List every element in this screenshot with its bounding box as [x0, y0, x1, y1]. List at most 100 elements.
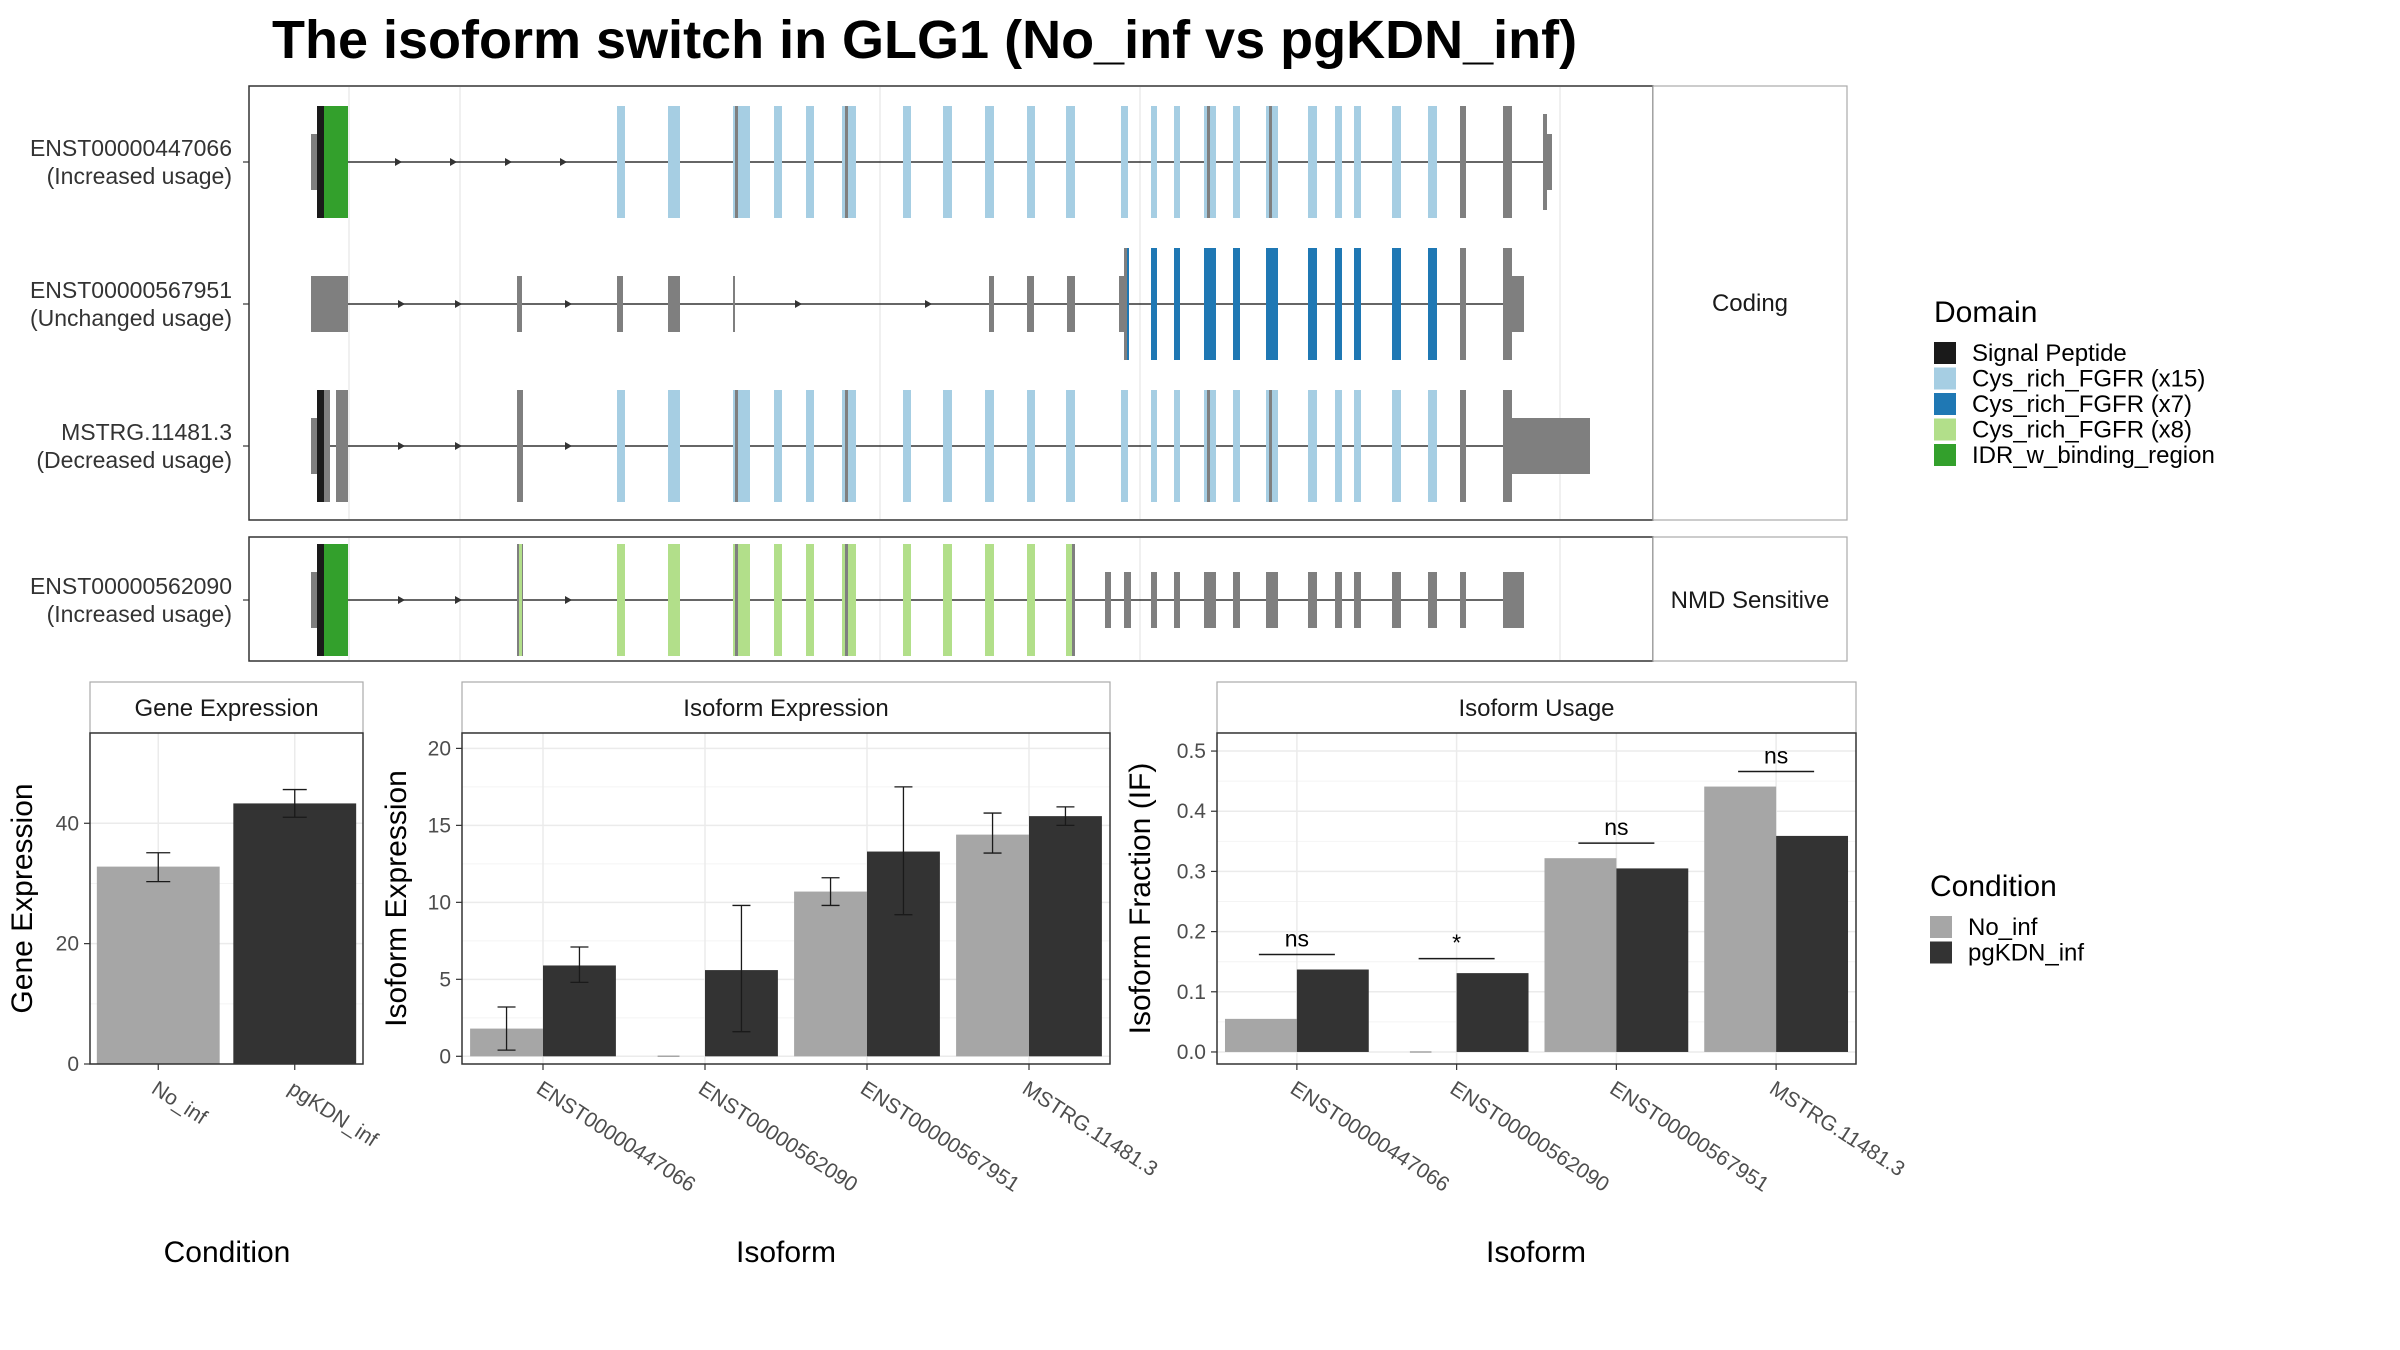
exon-edge [845, 106, 848, 218]
cys-rich-domain [842, 390, 856, 502]
x-axis-title: Isoform [736, 1236, 836, 1269]
exon-edge [735, 390, 738, 502]
x-tick-label: ENST00000447066 [1286, 1077, 1453, 1197]
significance-label: ns [1604, 814, 1628, 840]
utr-exon [1266, 572, 1278, 628]
cys-rich-domain [668, 544, 680, 656]
cys-rich-domain [1151, 390, 1157, 502]
intron-direction-arrows [398, 596, 572, 604]
panel-strip-label: Gene Expression [134, 695, 318, 722]
transcript-usage-label: (Decreased usage) [36, 447, 232, 473]
utr-exon [617, 276, 623, 332]
x-tick-label: ENST00000447066 [532, 1077, 699, 1197]
utr-exon [1503, 572, 1524, 628]
transcript-usage-label: (Increased usage) [47, 163, 232, 189]
utr-exon [1512, 276, 1524, 332]
cys-rich-domain [1428, 248, 1437, 360]
cys7-domains [1127, 248, 1437, 360]
intron-arrow [565, 300, 572, 308]
cys-rich-domain [1204, 248, 1216, 360]
bar [1776, 835, 1849, 1052]
coding-exon [1460, 106, 1466, 218]
y-tick-label: 0.2 [1177, 921, 1206, 944]
utr-exon [311, 134, 317, 190]
utr-exon [668, 276, 680, 332]
bar [1704, 786, 1777, 1052]
utr-exon [311, 418, 317, 474]
coding-exon [336, 390, 348, 502]
panel-border [1216, 732, 1857, 1065]
legend-key-label: Cys_rich_FGFR (x15) [1972, 366, 2205, 393]
condition-legend-title: Condition [1930, 870, 2057, 903]
exon-edges [735, 106, 1272, 218]
utr-exon [517, 276, 522, 332]
utr-exon [311, 572, 317, 628]
transcript-id-label: ENST00000567951 [30, 277, 232, 303]
bar [1296, 969, 1369, 1052]
significance-label: * [1452, 930, 1461, 956]
cys-rich-domain [1392, 390, 1401, 502]
nmd-strip-label: NMD Sensitive [1671, 587, 1830, 614]
bar [956, 834, 1029, 1057]
y-tick-label: 0.1 [1177, 981, 1206, 1004]
cys-rich-domain [1233, 106, 1240, 218]
exon-edge [735, 544, 738, 656]
transcript-id-label: ENST00000447066 [30, 135, 232, 161]
y-tick-label: 40 [56, 812, 79, 835]
intron-arrow [395, 158, 402, 166]
y-tick-label: 15 [428, 814, 451, 837]
coding-exon [1460, 390, 1466, 502]
coding-strip-label: Coding [1712, 290, 1788, 317]
exon-edge [845, 390, 848, 502]
chart-panel-isoform-usage: Isoform Usage ns * ns ns 0.0 0.1 0.2 0.3 0.4 0.5 EN… [1124, 681, 1909, 1269]
cys-rich-domain [1174, 390, 1180, 502]
exon-edge [1207, 390, 1210, 502]
exon-edge [1207, 106, 1210, 218]
utr-exon [1547, 134, 1552, 190]
cys-rich-domain [774, 390, 782, 502]
x-tick-label: No_inf [148, 1077, 212, 1129]
cys-rich-domain [985, 106, 994, 218]
bar [96, 866, 220, 1064]
intron-arrow [565, 596, 572, 604]
exon-edges [735, 390, 1272, 502]
coding-exon [1503, 248, 1512, 360]
utr-exon [311, 276, 348, 332]
transcript-track-ENST00000447066 [311, 106, 1552, 218]
cys-rich-domain [1151, 106, 1157, 218]
y-axis-title: Isoform Fraction (IF) [1124, 763, 1157, 1035]
signal-peptide-domain [317, 544, 324, 656]
cys-rich-domain [806, 106, 814, 218]
exon-edges [735, 544, 1075, 656]
intron-arrow [398, 300, 405, 308]
panel-strip-label: Isoform Usage [1458, 695, 1614, 722]
nmd-strip [1652, 536, 1848, 662]
figure-title: The isoform switch in GLG1 (No_inf vs pg… [272, 10, 1577, 70]
expression-charts: Gene Expression 0 20 40 No_inf pgKDN_inf Condi… [6, 681, 1909, 1269]
legend-key-label: Cys_rich_FGFR (x7) [1972, 391, 2192, 418]
cys-rich-domain [842, 106, 856, 218]
cys-rich-domain [1354, 390, 1361, 502]
x-tick-label: MSTRG.11481.3 [1765, 1077, 1908, 1181]
cys-rich-domain [668, 106, 680, 218]
cys-rich-domain [903, 106, 911, 218]
utr-exon [989, 276, 994, 332]
x-tick-label: ENST00000562090 [1446, 1077, 1613, 1197]
utr-exon [1512, 418, 1590, 474]
intron-arrow [795, 300, 802, 308]
transcript-track-ENST00000567951 [311, 248, 1524, 360]
legend-key-swatch [1934, 342, 1956, 364]
y-tick-label: 0 [439, 1045, 451, 1068]
cys-rich-domain [1174, 248, 1180, 360]
y-tick-label: 0.3 [1177, 860, 1206, 883]
utr-exon [1204, 572, 1216, 628]
cys-rich-domain [903, 390, 911, 502]
intron-arrow [398, 596, 405, 604]
x-tick-label: MSTRG.11481.3 [1018, 1077, 1161, 1181]
intron-arrow [505, 158, 512, 166]
cys-rich-domain [1027, 544, 1035, 656]
panel-strip-label: Isoform Expression [683, 695, 888, 722]
cys-rich-domain [806, 544, 814, 656]
utr-exon [733, 276, 735, 332]
